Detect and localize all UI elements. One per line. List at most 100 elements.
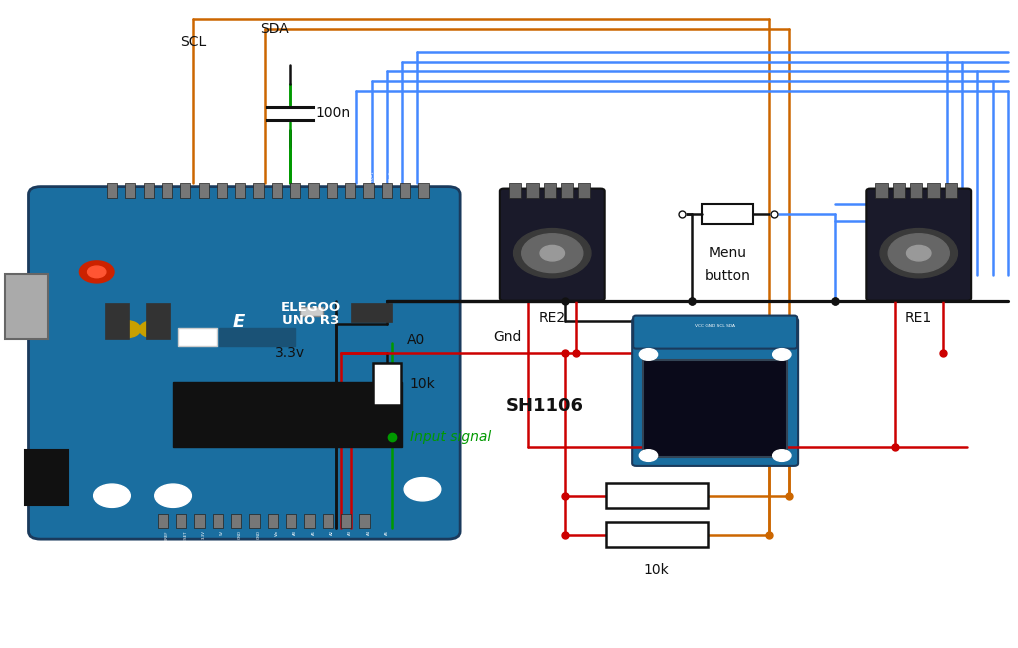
Text: 7: 7 — [261, 179, 265, 182]
Bar — [162, 183, 172, 198]
Text: A2: A2 — [330, 530, 334, 535]
Text: 4: 4 — [316, 179, 320, 182]
Text: 8: 8 — [242, 179, 246, 182]
Bar — [178, 328, 217, 346]
Text: ~6: ~6 — [279, 176, 283, 182]
Bar — [158, 514, 168, 528]
Text: 100n: 100n — [316, 106, 351, 121]
Bar — [125, 183, 135, 198]
Text: VCC GND SCL SDA: VCC GND SCL SDA — [695, 324, 735, 328]
Text: SCL: SCL — [180, 34, 207, 49]
Text: 10k: 10k — [409, 377, 435, 391]
Text: Menu: Menu — [709, 246, 747, 260]
FancyBboxPatch shape — [500, 189, 605, 301]
Text: A3: A3 — [348, 530, 352, 535]
Text: GND: GND — [132, 173, 136, 182]
Text: 5v: 5v — [288, 408, 305, 422]
Bar — [272, 183, 282, 198]
FancyBboxPatch shape — [633, 316, 797, 349]
Bar — [643, 360, 787, 457]
Text: RX−0: RX−0 — [389, 171, 393, 182]
Text: A0: A0 — [293, 530, 297, 535]
FancyBboxPatch shape — [632, 318, 798, 466]
Bar — [194, 514, 205, 528]
Circle shape — [888, 234, 949, 273]
Circle shape — [773, 349, 791, 360]
Bar — [249, 514, 260, 528]
Bar — [606, 522, 708, 547]
Text: ~3: ~3 — [334, 176, 338, 182]
Text: GND: GND — [257, 530, 261, 539]
Bar — [286, 514, 296, 528]
Text: ~5: ~5 — [297, 176, 301, 182]
Bar — [107, 183, 117, 198]
Circle shape — [639, 450, 658, 461]
Bar — [927, 183, 940, 198]
Bar — [910, 183, 922, 198]
Bar — [373, 363, 401, 405]
Text: ~10: ~10 — [206, 174, 210, 182]
Text: 2: 2 — [352, 179, 356, 182]
Bar — [561, 183, 573, 198]
Bar — [105, 303, 129, 339]
Bar — [875, 183, 888, 198]
Text: E: E — [233, 314, 245, 331]
Bar — [341, 514, 351, 528]
Text: A1: A1 — [312, 530, 316, 535]
Text: 3.3v: 3.3v — [275, 346, 305, 360]
Bar — [231, 514, 241, 528]
Bar — [323, 514, 333, 528]
Bar — [219, 328, 295, 346]
Bar — [363, 183, 374, 198]
Text: button: button — [704, 269, 751, 283]
Circle shape — [880, 229, 957, 278]
Bar — [606, 483, 708, 508]
Circle shape — [88, 266, 106, 278]
Text: UNO R3: UNO R3 — [282, 314, 339, 327]
Bar — [176, 514, 186, 528]
Text: SH1106: SH1106 — [506, 397, 583, 415]
Text: ~11: ~11 — [187, 174, 191, 182]
Text: Gnd: Gnd — [494, 330, 522, 344]
Bar — [213, 514, 223, 528]
Text: 10k: 10k — [643, 563, 670, 577]
Circle shape — [114, 321, 140, 338]
Bar — [345, 183, 355, 198]
Circle shape — [540, 246, 564, 261]
Text: GND: GND — [238, 530, 242, 539]
Bar — [702, 204, 753, 224]
Bar — [359, 514, 370, 528]
Text: 3.3V: 3.3V — [202, 530, 206, 539]
Bar — [509, 183, 521, 198]
Bar — [578, 183, 590, 198]
Circle shape — [404, 478, 441, 501]
Bar — [235, 183, 245, 198]
Circle shape — [906, 246, 930, 261]
FancyBboxPatch shape — [29, 187, 460, 539]
Text: RESET: RESET — [183, 530, 187, 542]
Bar — [300, 307, 323, 316]
Bar — [173, 382, 402, 447]
FancyBboxPatch shape — [866, 189, 971, 301]
Text: Input signal: Input signal — [410, 430, 492, 445]
Circle shape — [94, 484, 130, 507]
Circle shape — [773, 450, 791, 461]
Bar — [893, 183, 905, 198]
Text: Vin: Vin — [275, 530, 279, 536]
Text: TX−1: TX−1 — [371, 171, 375, 182]
Bar — [217, 183, 227, 198]
Text: ELEGOO: ELEGOO — [280, 301, 341, 314]
Circle shape — [639, 349, 658, 360]
Bar — [25, 450, 68, 505]
Bar — [180, 183, 190, 198]
Text: 12: 12 — [169, 177, 173, 182]
Bar — [351, 303, 392, 323]
Bar — [268, 514, 278, 528]
Bar — [400, 183, 410, 198]
Circle shape — [155, 484, 191, 507]
Circle shape — [139, 321, 166, 338]
Text: RE1: RE1 — [905, 311, 932, 325]
Bar — [418, 183, 429, 198]
Bar — [146, 303, 170, 339]
Text: RE2: RE2 — [539, 311, 566, 325]
